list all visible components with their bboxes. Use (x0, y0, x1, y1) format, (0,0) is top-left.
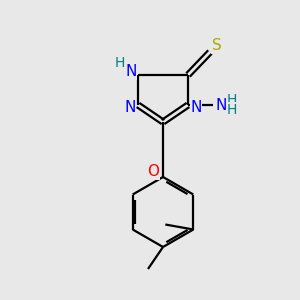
Text: N: N (190, 100, 202, 115)
Text: H: H (227, 103, 237, 117)
Text: N: N (215, 98, 227, 112)
Text: N: N (125, 64, 137, 80)
Text: N: N (124, 100, 136, 116)
Text: H: H (115, 56, 125, 70)
Text: H: H (227, 93, 237, 107)
Text: O: O (147, 164, 159, 179)
Text: S: S (212, 38, 222, 53)
